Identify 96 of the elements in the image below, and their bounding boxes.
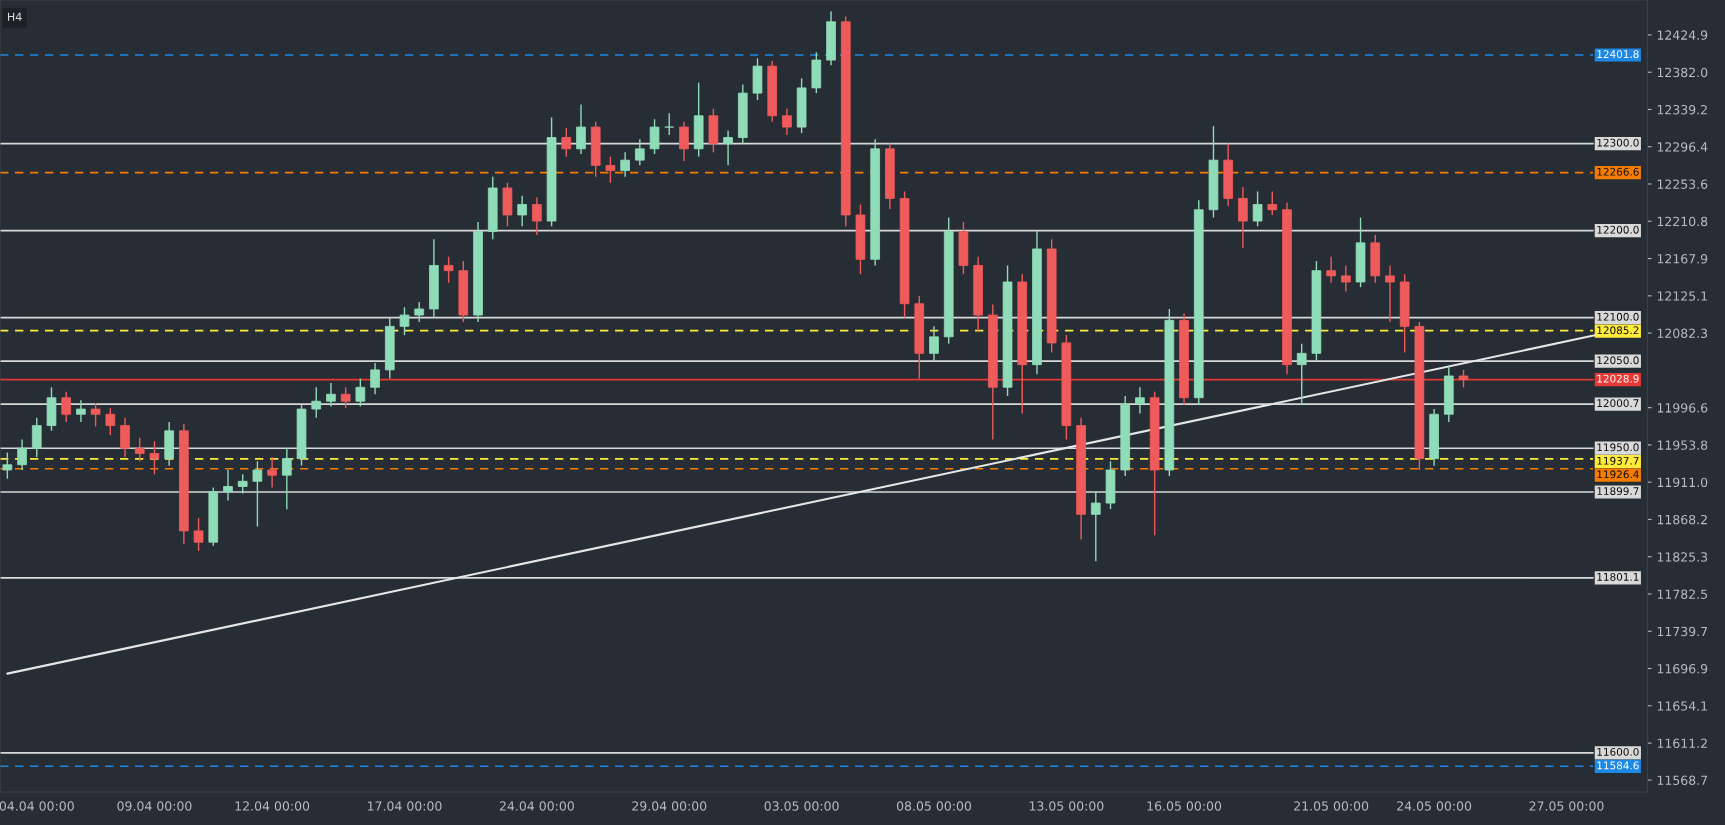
candlestick (605, 155, 616, 184)
candlestick (311, 386, 322, 419)
ref-line-label: 12100.0 (1597, 312, 1639, 321)
candlestick (443, 256, 454, 284)
y-tick-label: 11911.0 (1657, 477, 1708, 488)
y-tick-label: 11739.7 (1657, 626, 1708, 637)
y-tick-label: 12253.6 (1657, 179, 1708, 189)
y-tick-label: 12167.9 (1657, 254, 1708, 264)
candlestick (1267, 190, 1278, 216)
ref-line-label: 12266.6 (1597, 167, 1639, 176)
y-tick-label: 12125.1 (1657, 291, 1707, 301)
ref-line-label: 11899.7 (1597, 487, 1639, 496)
candlestick (664, 112, 675, 136)
x-tick-label: 24.04 00:00 (499, 801, 574, 811)
candlestick (1135, 386, 1145, 415)
candlestick (576, 103, 586, 155)
candlestick (1326, 256, 1336, 284)
candlestick (620, 151, 630, 178)
candlestick (237, 473, 248, 495)
candlestick (281, 447, 292, 510)
y-tick-label: 12296.4 (1657, 142, 1708, 152)
candlestick (782, 108, 792, 136)
candlestick (105, 407, 116, 436)
y-tick-label: 11654.1 (1657, 701, 1707, 711)
x-tick-label: 21.05 00:00 (1294, 801, 1369, 811)
y-tick-label: 12339.2 (1657, 104, 1707, 115)
x-tick-label: 08.05 00:00 (896, 801, 972, 811)
candlestick (414, 301, 425, 323)
ref-line-label: 11584.6 (1597, 761, 1639, 770)
candlestick (561, 127, 572, 158)
x-tick-label: 16.05 00:00 (1147, 801, 1222, 811)
y-tick-label: 11696.9 (1657, 663, 1708, 674)
ref-line-label: 12050.0 (1597, 356, 1639, 365)
y-tick-label: 12424.9 (1657, 30, 1708, 40)
ref-line-label: 11926.4 (1597, 470, 1639, 479)
candlestick (635, 138, 645, 167)
ref-line-label: 11937.7 (1597, 456, 1639, 465)
candlestick (149, 440, 160, 476)
candlestick (1252, 190, 1263, 227)
y-tick-label: 11868.2 (1657, 514, 1707, 525)
candlestick (1341, 264, 1351, 293)
x-tick-label: 09.04 00:00 (117, 801, 192, 811)
ref-line-label: 12401.8 (1597, 50, 1639, 59)
y-tick-label: 11568.7 (1657, 775, 1708, 785)
x-tick-label: 27.05 00:00 (1529, 801, 1604, 811)
ref-line-label: 11801.1 (1597, 572, 1639, 581)
candlestick (1385, 264, 1395, 323)
candlestick (267, 456, 277, 489)
candlestick (252, 460, 263, 528)
candlestick (1296, 343, 1307, 406)
candlestick (90, 402, 101, 428)
ref-line-label: 12000.7 (1597, 399, 1639, 408)
candlestick (31, 417, 42, 458)
ref-line-label: 12028.9 (1597, 374, 1639, 383)
candlestick (61, 390, 72, 423)
y-tick-label: 11611.2 (1657, 738, 1707, 749)
candlestick (649, 118, 660, 155)
annotation: H4 (7, 12, 22, 21)
candlestick (76, 399, 86, 423)
y-tick-label: 11953.8 (1657, 440, 1708, 450)
candlestick (929, 325, 939, 362)
y-tick-label: 11996.6 (1657, 403, 1708, 413)
candlestick (1238, 186, 1248, 249)
candlestick (17, 438, 27, 471)
x-tick-label: 17.04 00:00 (367, 801, 442, 811)
x-tick-label: 12.04 00:00 (235, 801, 310, 811)
x-tick-label: 03.05 00:00 (764, 801, 839, 811)
candlestick (399, 306, 410, 336)
candlestick (340, 386, 351, 409)
candlestick (1090, 491, 1101, 563)
ref-line-label: 12300.0 (1597, 138, 1639, 147)
y-tick-label: 11782.5 (1657, 589, 1707, 599)
y-tick-label: 11825.3 (1657, 552, 1708, 562)
y-tick-label: 12210.8 (1657, 216, 1708, 227)
candlestick (355, 377, 366, 408)
y-tick-label: 12382.0 (1657, 67, 1708, 78)
ref-line-label: 11600.0 (1597, 747, 1639, 756)
candlestick (532, 196, 542, 236)
candlestick (370, 362, 380, 395)
ref-line-label: 12085.2 (1597, 326, 1639, 335)
x-tick-label: 13.05 00:00 (1029, 801, 1104, 811)
x-tick-label: 29.04 00:00 (632, 801, 707, 811)
candlestick (679, 121, 689, 162)
candlestick (517, 195, 527, 227)
candlestick (723, 129, 733, 167)
candlestick (326, 382, 336, 408)
x-tick-label: 04.04 00:00 (0, 801, 74, 811)
candlestick (134, 437, 145, 462)
candlestick (223, 469, 233, 502)
y-tick-label: 12082.3 (1657, 328, 1708, 338)
candlestick (193, 517, 204, 552)
x-tick-label: 24.05 00:00 (1397, 801, 1472, 811)
ref-line-label: 11950.0 (1597, 443, 1639, 452)
ref-line-label: 12200.0 (1597, 225, 1639, 234)
candlestick (120, 417, 130, 458)
candlestick (2, 451, 13, 480)
